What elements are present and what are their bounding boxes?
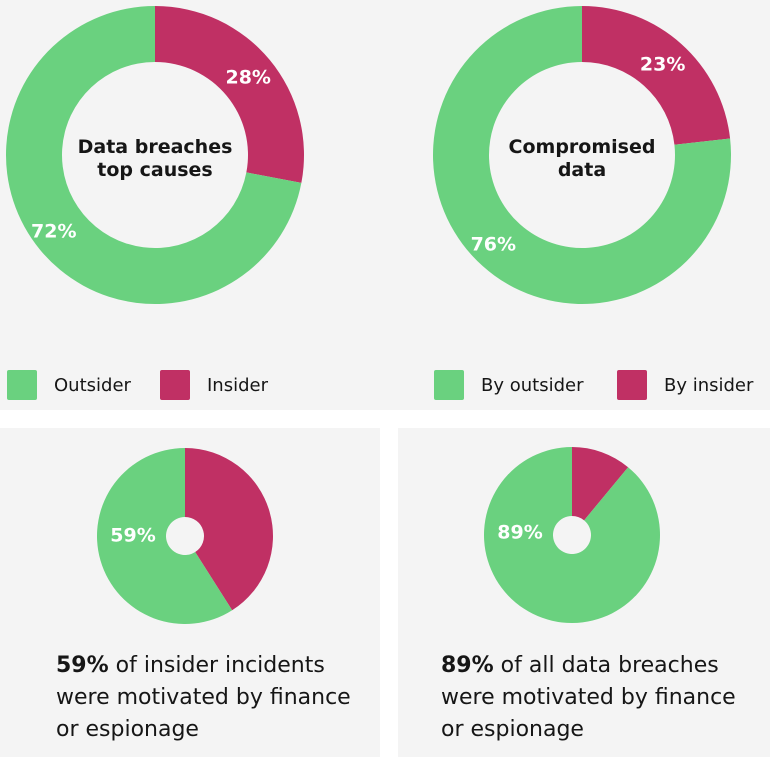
legend-item-by-insider: By insider <box>617 370 753 400</box>
all-breaches-motivation-panel: 89% 89% of all data breaches were motiva… <box>398 428 770 757</box>
slice-label: 23% <box>640 53 685 75</box>
slice-label: 28% <box>225 66 270 88</box>
legend-label: Insider <box>207 374 268 396</box>
slice-secondary <box>185 448 274 611</box>
top-panel: 72% 28% Data breaches top causes 76% 23% C… <box>0 0 770 410</box>
slice-primary <box>484 447 660 623</box>
donut-center-title: Compromised data <box>508 136 656 181</box>
pie-chart-insider-motivation: 59% <box>97 448 274 624</box>
slice-primary <box>97 448 233 624</box>
donut-chart-compromised-data: 76% 23% <box>433 6 731 304</box>
legend-swatch-green <box>7 370 37 400</box>
caption: 89% of all data breaches were motivated … <box>441 650 751 746</box>
slice-label: 89% <box>497 522 542 544</box>
slice-label: 72% <box>31 221 76 243</box>
donut-chart-breach-causes: 72% 28% <box>5 6 305 304</box>
slice-secondary <box>572 447 629 521</box>
caption: 59% of insider incidents were motivated … <box>56 650 366 746</box>
legend-swatch-pink <box>160 370 190 400</box>
caption-highlight: 89% <box>441 653 494 678</box>
legend-item-by-outsider: By outsider <box>434 370 583 400</box>
insider-motivation-panel: 59% 59% of insider incidents were motiva… <box>0 428 380 757</box>
caption-text: of insider incidents were motivated by f… <box>56 653 351 742</box>
legend-swatch-green <box>434 370 464 400</box>
slice-primary <box>433 6 731 304</box>
donut-center-title: Data breaches top causes <box>77 136 233 181</box>
slice-label: 59% <box>110 525 155 547</box>
legend-item-outsider: Outsider <box>7 370 131 400</box>
legend-label: By outsider <box>481 374 584 396</box>
caption-text: of all data breaches were motivated by f… <box>441 653 736 742</box>
legend-label: Outsider <box>54 374 131 396</box>
legend-item-insider: Insider <box>160 370 268 400</box>
caption-highlight: 59% <box>56 653 109 678</box>
slice-label: 76% <box>471 234 516 256</box>
legend-swatch-pink <box>617 370 647 400</box>
slice-secondary <box>155 6 305 183</box>
slice-secondary <box>582 6 731 145</box>
pie-chart-all-breaches-motivation: 89% <box>484 447 660 623</box>
legend-label: By insider <box>664 374 754 396</box>
slice-primary <box>5 6 302 304</box>
